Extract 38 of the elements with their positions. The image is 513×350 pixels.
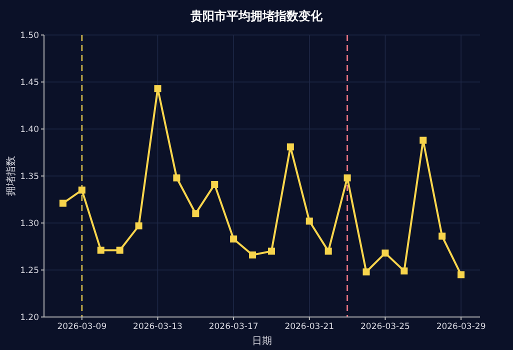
y-tick-label: 1.20 (20, 312, 39, 323)
y-tick-label: 1.50 (20, 30, 39, 41)
point (382, 250, 389, 257)
point (286, 143, 294, 150)
point (59, 200, 66, 207)
point (116, 246, 124, 254)
x-tick-label: 2026-03-25 (360, 322, 410, 332)
y-tick-label: 1.25 (20, 266, 39, 276)
point (192, 210, 200, 218)
point (344, 174, 351, 182)
point (458, 271, 465, 278)
point (78, 186, 86, 194)
point (362, 268, 370, 276)
point (97, 246, 104, 254)
chart-title: 贵阳市平均拥堵指数变化 (190, 9, 324, 23)
point (306, 218, 313, 225)
point (135, 222, 142, 230)
point (324, 248, 332, 255)
y-tick-label: 1.35 (20, 172, 39, 182)
point (438, 232, 446, 240)
point (420, 136, 427, 144)
x-tick-label: 2026-03-09 (57, 322, 107, 332)
point (268, 248, 275, 255)
y-tick-label: 1.45 (20, 78, 39, 88)
x-tick-label: 2026-03-21 (284, 322, 334, 332)
point (400, 267, 408, 274)
point (154, 85, 162, 92)
x-tick-label: 2026-03-13 (133, 322, 182, 332)
y-tick-label: 1.40 (20, 124, 39, 135)
point (173, 174, 180, 182)
x-axis-title: 日期 (252, 335, 272, 347)
point (230, 235, 238, 242)
x-tick-label: 2026-03-17 (208, 322, 258, 332)
x-tick-label: 2026-03-29 (436, 322, 486, 332)
y-axis-title: 拥堵指数 (5, 156, 17, 196)
point (211, 180, 218, 188)
y-tick-label: 1.30 (20, 218, 39, 229)
point (249, 251, 256, 258)
